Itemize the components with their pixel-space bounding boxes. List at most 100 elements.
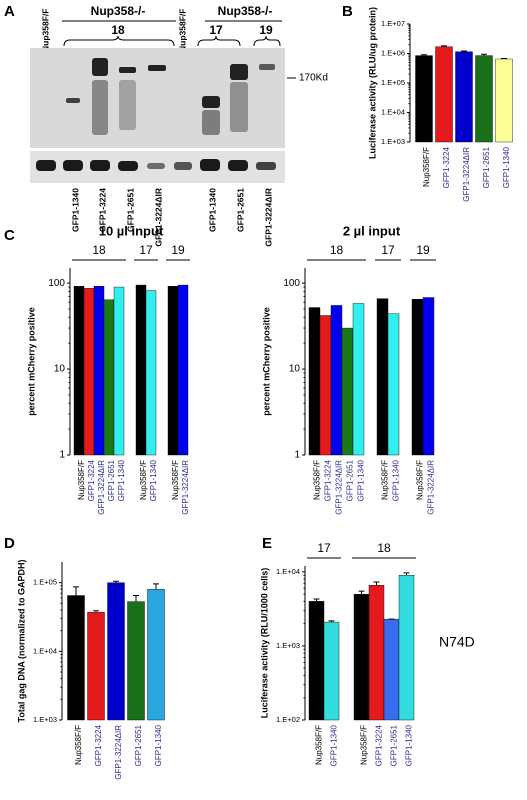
bar (383, 618, 400, 721)
y-axis-label: percent mCherry positive (261, 307, 271, 416)
bar (475, 55, 493, 143)
group-label: 19 (259, 23, 273, 37)
x-tick-label: GFP1-3224ΔIR (427, 460, 436, 515)
bar (323, 621, 340, 721)
y-tick-label: 1.E+03 (276, 641, 300, 650)
chart: 1.E+03 1.E+04 1.E+05 1.E+06 1.E+07 Luciferase… (367, 7, 513, 202)
group-label: 19 (416, 243, 430, 257)
x-tick-label: Nup358F/F (360, 725, 369, 765)
error-bar (73, 586, 79, 596)
bar (167, 286, 179, 456)
group-label: 19 (171, 243, 185, 257)
panel-label: E (262, 535, 272, 552)
chart: 1.E+02 1.E+03 1.E+04 Luciferase activity (R… (259, 541, 474, 766)
bar (87, 612, 105, 721)
bar (455, 51, 473, 143)
y-tick-label: 100 (48, 278, 65, 289)
x-tick-label: GFP1-1340 (392, 459, 401, 501)
error-bar (501, 57, 507, 60)
x-tick-label: GFP1-3224ΔIR (335, 460, 344, 515)
error-bar (441, 45, 447, 47)
bar (435, 46, 453, 143)
y-tick-label: 1.E+03 (33, 715, 57, 724)
x-tick-label: GFP1-1340 (502, 146, 511, 188)
y-tick-label: 1.E+04 (276, 567, 300, 576)
size-marker: 170Kd (299, 73, 328, 84)
bar (107, 582, 125, 721)
y-axis-label: Total gag DNA (normalized to GAPDH) (16, 559, 26, 722)
brace (63, 35, 175, 47)
bar (422, 297, 435, 456)
lane-label: GFP1-3224ΔIR (263, 188, 273, 247)
bar (93, 286, 105, 456)
panel-label: D (4, 535, 15, 552)
top-label: Nup358F/F (40, 9, 50, 52)
y-axis-label: Luciferase activity (RLU/ug protein) (367, 7, 377, 159)
panel-label: B (342, 3, 353, 20)
y-axis-label: percent mCherry positive (26, 307, 36, 416)
y-axis-label: Luciferase activity (RLU/1000 cells) (259, 568, 269, 719)
x-tick-label: GFP1-1340 (357, 459, 366, 501)
x-tick-label: GFP1-2651 (107, 459, 116, 501)
x-tick-label: Nup358F/F (139, 460, 148, 500)
bar (495, 58, 513, 143)
y-tick-label: 1.E+04 (381, 107, 405, 116)
bar (147, 589, 165, 721)
x-tick-label: GFP1-2651 (482, 146, 491, 188)
error-bar (328, 620, 335, 623)
brace (197, 35, 241, 47)
y-tick-label: 1.E+02 (276, 715, 300, 724)
bar (83, 288, 95, 456)
x-tick-label: GFP1-3224ΔIR (114, 725, 123, 780)
panel-a: A Nup358F/F Nup358-/- Nup358F/F Nup358-/… (4, 3, 328, 247)
x-tick-label: Nup358F/F (74, 725, 83, 765)
bands-upper (66, 58, 275, 135)
bar (368, 585, 385, 721)
chart-title: 2 µl input (343, 223, 401, 238)
bar (415, 55, 433, 143)
lane-label: GFP1-2651 (235, 188, 245, 232)
bar (177, 284, 189, 456)
error-bar (113, 580, 119, 583)
x-tick-label: Nup358F/F (381, 460, 390, 500)
chart: 1.E+03 1.E+04 1.E+05 Total gag DNA (normali… (16, 559, 165, 780)
group-label: 17 (209, 23, 223, 37)
x-tick-label: GFP1-2651 (134, 724, 143, 766)
top-label: Nup358F/F (177, 9, 187, 52)
y-tick-label: 1.E+05 (381, 78, 405, 87)
x-tick-label: GFP1-1340 (149, 459, 158, 501)
bar (353, 593, 370, 721)
bar (73, 286, 85, 456)
lane-label: GFP1-1340 (70, 188, 80, 232)
group-label: 17 (317, 541, 331, 555)
error-bar (373, 581, 380, 586)
group-label: 18 (330, 243, 344, 257)
x-tick-label: GFP1-3224 (324, 459, 333, 501)
bar (103, 299, 115, 456)
top-label: Nup358-/- (91, 4, 146, 18)
lane-label: GFP1-3224ΔIR (153, 188, 163, 247)
lane-label: GFP1-2651 (125, 188, 135, 232)
x-tick-label: GFP1-3224ΔIR (97, 460, 106, 515)
bar (127, 601, 145, 721)
y-tick-label: 1 (59, 450, 65, 461)
bar (411, 299, 424, 456)
x-tick-label: Nup358F/F (77, 460, 86, 500)
x-tick-label: GFP1-1340 (154, 724, 163, 766)
y-tick-label: 1.E+05 (33, 578, 57, 587)
y-tick-label: 1.E+06 (381, 48, 405, 57)
x-tick-label: GFP1-1340 (117, 459, 126, 501)
error-bar (358, 590, 365, 595)
x-tick-label: Nup358F/F (422, 147, 431, 187)
bands-lower (36, 159, 276, 171)
lane-label: GFP1-1340 (207, 188, 217, 232)
x-tick-label: GFP1-1340 (405, 724, 414, 766)
group-label: 17 (381, 243, 395, 257)
error-bar (403, 572, 410, 576)
error-bar (461, 50, 467, 52)
bar (376, 298, 389, 456)
y-tick-label: 10 (54, 364, 66, 375)
